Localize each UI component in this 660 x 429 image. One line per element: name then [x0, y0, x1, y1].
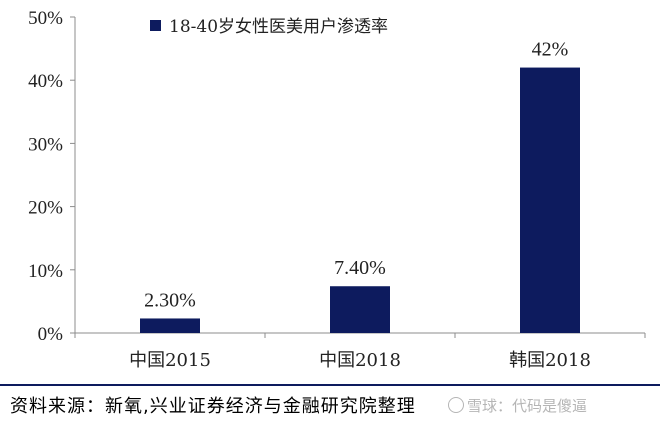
watermark-text: 雪球：代码是傻逼	[467, 397, 588, 415]
watermark-icon	[448, 397, 464, 413]
y-tick-label: 20%	[28, 198, 63, 219]
y-tick-label: 50%	[28, 8, 63, 29]
source-note: 资料来源：新氧,兴业证券经济与金融研究院整理	[10, 396, 416, 417]
y-tick-label: 10%	[28, 261, 63, 282]
watermark: 雪球：代码是傻逼	[448, 395, 587, 416]
y-tick-label: 40%	[28, 71, 63, 92]
legend-label: 18-40岁女性医美用户渗透率	[169, 17, 388, 37]
data-label: 7.40%	[334, 257, 386, 279]
footer-divider	[0, 384, 660, 386]
data-label: 42%	[532, 39, 569, 61]
x-category-label: 中国2015	[129, 350, 211, 371]
bar	[330, 286, 390, 333]
y-tick-label: 30%	[28, 134, 63, 155]
y-tick-label: 0%	[38, 324, 64, 345]
x-category-label: 韩国2018	[509, 350, 591, 371]
chart-svg: 0% 10% 20% 30% 40% 50% 2.30% 中国2015 7.40% 中国2018 4…	[28, 8, 646, 371]
data-label: 2.30%	[144, 289, 196, 311]
bar	[520, 67, 580, 333]
bar-chart: 0% 10% 20% 30% 40% 50% 2.30% 中国2015 7.40% 中国2018 4…	[28, 8, 646, 371]
bar	[140, 318, 200, 333]
legend-swatch	[150, 20, 161, 31]
x-category-label: 中国2018	[319, 350, 401, 371]
